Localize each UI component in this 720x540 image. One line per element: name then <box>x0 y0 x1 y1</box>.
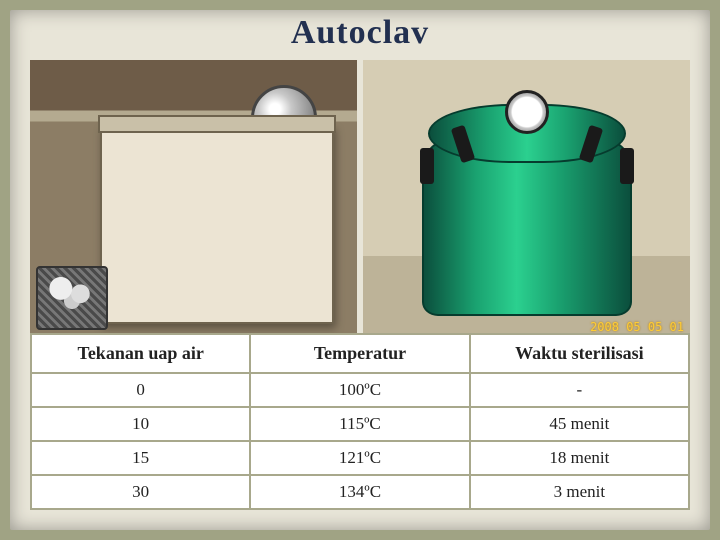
table-row: 0 100ºC - <box>31 373 689 407</box>
cell: 100ºC <box>250 373 469 407</box>
cell: 3 menit <box>470 475 689 509</box>
sterilization-table: Tekanan uap air Temperatur Waktu sterili… <box>30 333 690 510</box>
table-body: 0 100ºC - 10 115ºC 45 menit 15 121ºC 18 … <box>31 373 689 509</box>
clamp-icon <box>620 148 634 184</box>
cell: 115ºC <box>250 407 469 441</box>
cell: 134ºC <box>250 475 469 509</box>
table-row: 30 134ºC 3 menit <box>31 475 689 509</box>
photo-row: 2008 05 05 01 <box>30 60 690 340</box>
clamp-icon <box>420 148 434 184</box>
slide-panel: Autoclav 2008 05 05 01 <box>10 10 710 530</box>
pressure-autoclave-photo: 2008 05 05 01 <box>363 60 690 340</box>
table-header-row: Tekanan uap air Temperatur Waktu sterili… <box>31 334 689 373</box>
col-header: Temperatur <box>250 334 469 373</box>
cell: 121ºC <box>250 441 469 475</box>
cell: - <box>470 373 689 407</box>
slide: Autoclav 2008 05 05 01 <box>0 0 720 540</box>
cell: 15 <box>31 441 250 475</box>
col-header: Tekanan uap air <box>31 334 250 373</box>
photo-datestamp: 2008 05 05 01 <box>590 320 684 334</box>
cell: 30 <box>31 475 250 509</box>
cabinet-shape <box>100 125 334 324</box>
autoclave-cabinet-photo <box>30 60 357 340</box>
table-row: 10 115ºC 45 menit <box>31 407 689 441</box>
autoclave-pot <box>422 96 632 316</box>
cell: 0 <box>31 373 250 407</box>
col-header: Waktu sterilisasi <box>470 334 689 373</box>
table-row: 15 121ºC 18 menit <box>31 441 689 475</box>
cell: 10 <box>31 407 250 441</box>
pot-body <box>422 141 632 316</box>
wire-basket-shape <box>36 266 108 330</box>
cell: 18 menit <box>470 441 689 475</box>
page-title: Autoclav <box>10 14 710 52</box>
cell: 45 menit <box>470 407 689 441</box>
pressure-gauge-icon <box>505 90 549 134</box>
